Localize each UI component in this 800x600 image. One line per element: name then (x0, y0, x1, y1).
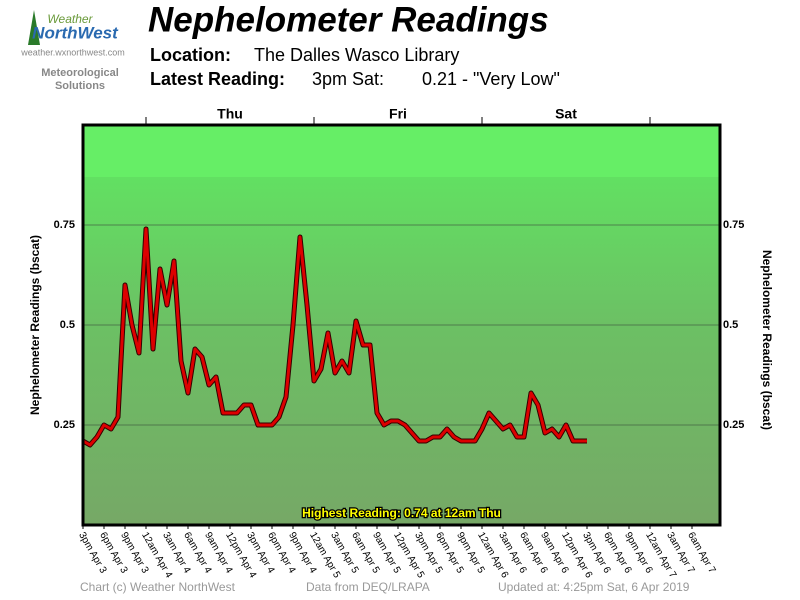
footer-source: Data from DEQ/LRAPA (306, 580, 430, 594)
location-label: Location: (150, 45, 231, 65)
day-label: Fri (389, 106, 407, 122)
logo-name: NorthWest (32, 23, 119, 42)
logo-name: Weather (47, 12, 93, 26)
day-label: Sat (555, 106, 577, 122)
day-label: Thu (217, 106, 243, 122)
y-tick-label: 0.5 (60, 319, 75, 331)
logo-url: weather.wxnorthwest.com (20, 47, 125, 57)
y-tick-label: 0.25 (723, 419, 744, 431)
latest-value: 0.21 - "Very Low" (422, 69, 560, 89)
logo-tree (28, 10, 40, 45)
y-axis-label: Nephelometer Readings (bscat) (760, 250, 774, 430)
data-line (82, 227, 587, 447)
annotation: Highest Reading: 0.74 at 12am Thu (302, 506, 501, 520)
footer-updated: Updated at: 4:25pm Sat, 6 Apr 2019 (498, 580, 690, 594)
y-tick-label: 0.25 (54, 419, 75, 431)
chart-title: Nephelometer Readings (148, 0, 549, 39)
logo: Weather NorthWest weather.wxnorthwest.co… (20, 10, 125, 92)
logo-tagline: Solutions (55, 80, 105, 92)
y-tick-label: 0.75 (723, 219, 744, 231)
y-tick-label: 0.5 (723, 319, 738, 331)
latest-label: Latest Reading: (150, 69, 285, 89)
y-axis-label: Nephelometer Readings (bscat) (28, 235, 42, 415)
y-tick-label: 0.75 (54, 219, 75, 231)
latest-time: 3pm Sat: (312, 69, 384, 89)
footer-credit: Chart (c) Weather NorthWest (80, 580, 236, 594)
plot-border (81, 123, 722, 527)
location: The Dalles Wasco Library (254, 45, 459, 65)
logo-tagline: Meteorological (41, 67, 119, 79)
